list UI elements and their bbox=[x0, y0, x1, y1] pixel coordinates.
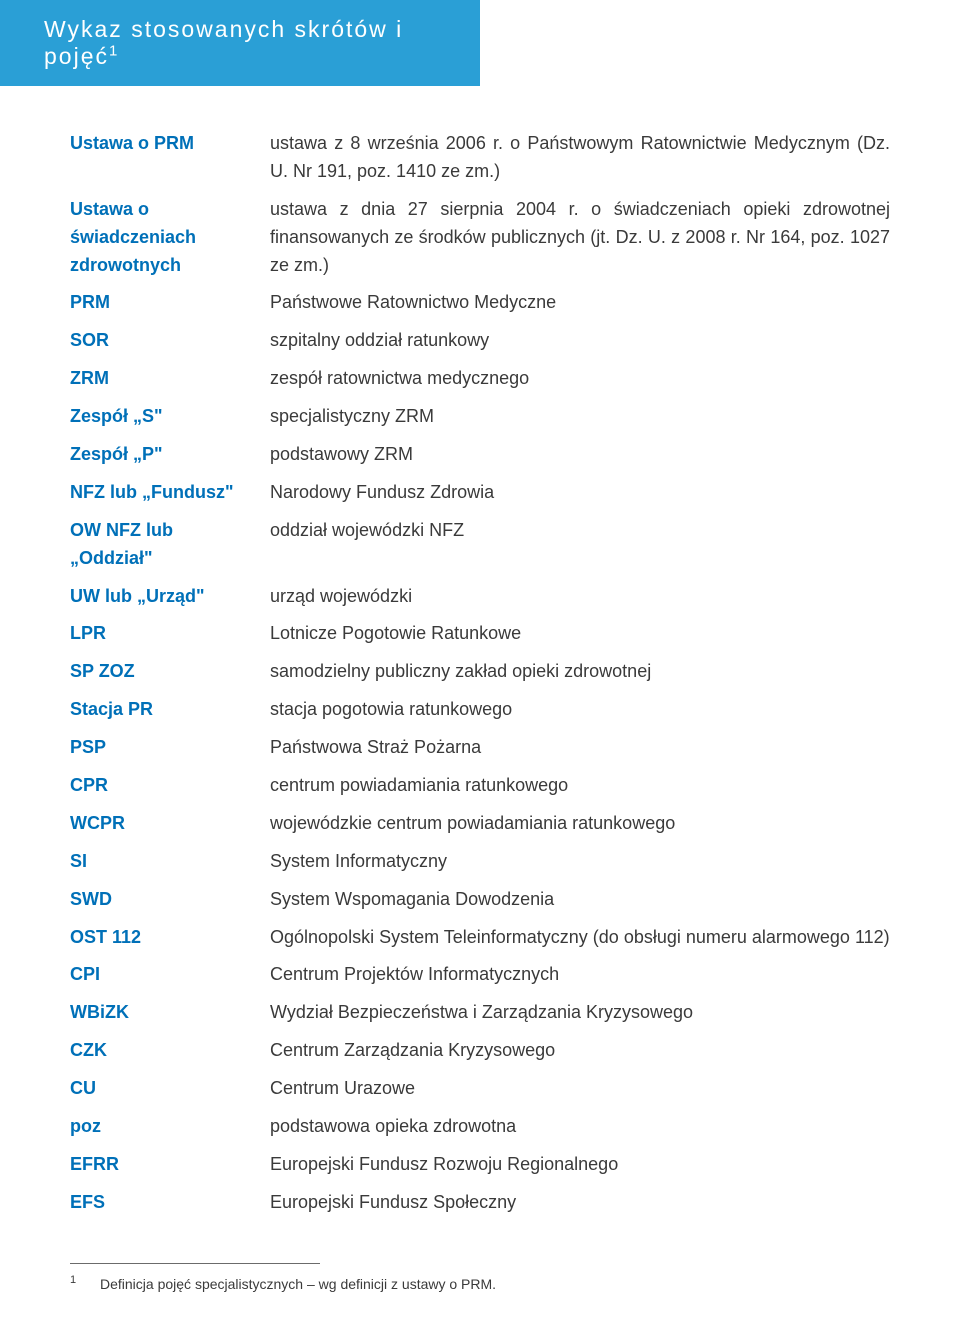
table-row: Ustawa o PRMustawa z 8 września 2006 r. … bbox=[70, 130, 890, 186]
abbreviation-term: UW lub „Urząd" bbox=[70, 583, 270, 611]
abbreviation-term: WBiZK bbox=[70, 999, 270, 1027]
abbreviation-definition: podstawowy ZRM bbox=[270, 441, 890, 469]
abbreviation-term: EFS bbox=[70, 1189, 270, 1217]
table-row: WCPRwojewódzkie centrum powiadamiania ra… bbox=[70, 810, 890, 838]
abbreviation-definition: Centrum Zarządzania Kryzysowego bbox=[270, 1037, 890, 1065]
abbreviation-definition: stacja pogotowia ratunkowego bbox=[270, 696, 890, 724]
abbreviation-term: PRM bbox=[70, 289, 270, 317]
abbreviation-term: Ustawa o PRM bbox=[70, 130, 270, 158]
abbreviation-definition: Państwowa Straż Pożarna bbox=[270, 734, 890, 762]
abbreviation-definition: urząd wojewódzki bbox=[270, 583, 890, 611]
table-row: pozpodstawowa opieka zdrowotna bbox=[70, 1113, 890, 1141]
abbreviation-term: Zespół „P" bbox=[70, 441, 270, 469]
page-title-banner: Wykaz stosowanych skrótów i pojęć1 bbox=[0, 0, 480, 86]
table-row: CPICentrum Projektów Informatycznych bbox=[70, 961, 890, 989]
abbreviation-definition: specjalistyczny ZRM bbox=[270, 403, 890, 431]
table-row: SISystem Informatyczny bbox=[70, 848, 890, 876]
abbreviation-term: CU bbox=[70, 1075, 270, 1103]
table-row: WBiZKWydział Bezpieczeństwa i Zarządzani… bbox=[70, 999, 890, 1027]
table-row: CPRcentrum powiadamiania ratunkowego bbox=[70, 772, 890, 800]
abbreviation-definition: szpitalny oddział ratunkowy bbox=[270, 327, 890, 355]
table-row: EFSEuropejski Fundusz Społeczny bbox=[70, 1189, 890, 1217]
table-row: LPRLotnicze Pogotowie Ratunkowe bbox=[70, 620, 890, 648]
abbreviation-definition: Centrum Urazowe bbox=[270, 1075, 890, 1103]
page-title: Wykaz stosowanych skrótów i pojęć1 bbox=[44, 16, 403, 69]
abbreviation-definition: zespół ratownictwa medycznego bbox=[270, 365, 890, 393]
table-row: CZKCentrum Zarządzania Kryzysowego bbox=[70, 1037, 890, 1065]
abbreviation-definition: Centrum Projektów Informatycznych bbox=[270, 961, 890, 989]
abbreviation-term: SP ZOZ bbox=[70, 658, 270, 686]
footnote-number: 1 bbox=[70, 1274, 100, 1286]
abbreviation-definition: samodzielny publiczny zakład opieki zdro… bbox=[270, 658, 890, 686]
abbreviation-definition: ustawa z 8 września 2006 r. o Państwowym… bbox=[270, 130, 890, 186]
abbreviation-term: ZRM bbox=[70, 365, 270, 393]
abbreviation-term: Zespół „S" bbox=[70, 403, 270, 431]
table-row: OST 112Ogólnopolski System Teleinformaty… bbox=[70, 924, 890, 952]
abbreviation-definition: podstawowa opieka zdrowotna bbox=[270, 1113, 890, 1141]
footnote-text: Definicja pojęć specjalistycznych – wg d… bbox=[100, 1276, 496, 1292]
footnote: 1Definicja pojęć specjalistycznych – wg … bbox=[0, 1276, 960, 1292]
abbreviation-term: SWD bbox=[70, 886, 270, 914]
abbreviation-definition: Europejski Fundusz Społeczny bbox=[270, 1189, 890, 1217]
table-row: SWDSystem Wspomagania Dowodzenia bbox=[70, 886, 890, 914]
abbreviation-definition: oddział wojewódzki NFZ bbox=[270, 517, 890, 545]
abbreviation-term: CPI bbox=[70, 961, 270, 989]
abbreviation-table: Ustawa o PRMustawa z 8 września 2006 r. … bbox=[0, 86, 960, 1217]
abbreviation-definition: centrum powiadamiania ratunkowego bbox=[270, 772, 890, 800]
table-row: Zespół „S"specjalistyczny ZRM bbox=[70, 403, 890, 431]
table-row: CUCentrum Urazowe bbox=[70, 1075, 890, 1103]
table-row: SORszpitalny oddział ratunkowy bbox=[70, 327, 890, 355]
abbreviation-term: CPR bbox=[70, 772, 270, 800]
abbreviation-definition: System Informatyczny bbox=[270, 848, 890, 876]
table-row: Zespół „P"podstawowy ZRM bbox=[70, 441, 890, 469]
table-row: ZRMzespół ratownictwa medycznego bbox=[70, 365, 890, 393]
abbreviation-term: OW NFZ lub „Oddział" bbox=[70, 517, 270, 573]
abbreviation-term: SI bbox=[70, 848, 270, 876]
abbreviation-term: SOR bbox=[70, 327, 270, 355]
abbreviation-term: Stacja PR bbox=[70, 696, 270, 724]
abbreviation-definition: ustawa z dnia 27 sierpnia 2004 r. o świa… bbox=[270, 196, 890, 280]
abbreviation-term: LPR bbox=[70, 620, 270, 648]
abbreviation-definition: System Wspomagania Dowodzenia bbox=[270, 886, 890, 914]
table-row: OW NFZ lub „Oddział"oddział wojewódzki N… bbox=[70, 517, 890, 573]
abbreviation-definition: wojewódzkie centrum powiadamiania ratunk… bbox=[270, 810, 890, 838]
abbreviation-definition: Lotnicze Pogotowie Ratunkowe bbox=[270, 620, 890, 648]
table-row: SP ZOZsamodzielny publiczny zakład opiek… bbox=[70, 658, 890, 686]
abbreviation-term: Ustawa o świadczeniach zdrowotnych bbox=[70, 196, 270, 280]
table-row: EFRREuropejski Fundusz Rozwoju Regionaln… bbox=[70, 1151, 890, 1179]
abbreviation-definition: Narodowy Fundusz Zdrowia bbox=[270, 479, 890, 507]
table-row: Stacja PRstacja pogotowia ratunkowego bbox=[70, 696, 890, 724]
abbreviation-term: CZK bbox=[70, 1037, 270, 1065]
abbreviation-term: NFZ lub „Fundusz" bbox=[70, 479, 270, 507]
table-row: NFZ lub „Fundusz"Narodowy Fundusz Zdrowi… bbox=[70, 479, 890, 507]
table-row: PSPPaństwowa Straż Pożarna bbox=[70, 734, 890, 762]
table-row: Ustawa o świadczeniach zdrowotnychustawa… bbox=[70, 196, 890, 280]
footnote-divider bbox=[70, 1263, 320, 1264]
abbreviation-term: poz bbox=[70, 1113, 270, 1141]
abbreviation-definition: Europejski Fundusz Rozwoju Regionalnego bbox=[270, 1151, 890, 1179]
abbreviation-definition: Wydział Bezpieczeństwa i Zarządzania Kry… bbox=[270, 999, 890, 1027]
table-row: UW lub „Urząd"urząd wojewódzki bbox=[70, 583, 890, 611]
table-row: PRMPaństwowe Ratownictwo Medyczne bbox=[70, 289, 890, 317]
abbreviation-term: WCPR bbox=[70, 810, 270, 838]
abbreviation-definition: Państwowe Ratownictwo Medyczne bbox=[270, 289, 890, 317]
abbreviation-term: EFRR bbox=[70, 1151, 270, 1179]
abbreviation-term: PSP bbox=[70, 734, 270, 762]
abbreviation-definition: Ogólnopolski System Teleinformatyczny (d… bbox=[270, 924, 890, 952]
abbreviation-term: OST 112 bbox=[70, 924, 270, 952]
